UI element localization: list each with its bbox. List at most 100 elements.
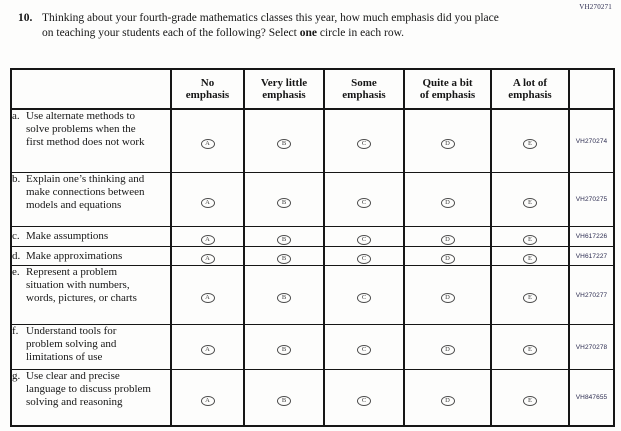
option-circle-d[interactable]: D [440,234,455,245]
option-circle-a[interactable]: A [200,395,215,406]
option-cell: A [170,265,245,325]
option-circle-b[interactable]: B [277,345,291,355]
option-circle-a[interactable]: A [200,293,215,303]
row-code: VH270275 [568,172,615,227]
option-circle-d[interactable]: D [440,254,455,264]
option-cell: D [403,172,492,227]
option-circle-c[interactable]: C [357,254,371,264]
survey-code: VH270271 [579,3,612,11]
option-circle-c[interactable]: C [357,234,371,245]
table-row-c: c. Make assumptions A B C D E VH617226 [10,226,615,247]
option-circle-b[interactable]: B [277,197,291,208]
row-letter: c. [12,230,20,242]
option-circle-c[interactable]: C [357,197,371,208]
row-label-d: d. Make approximations [10,246,172,266]
option-cell: D [403,369,492,427]
option-cell: D [403,324,492,370]
option-circle-c[interactable]: C [357,293,371,303]
option-circle-b[interactable]: B [277,254,291,264]
header-quite-a-bit-emphasis: Quite a bit of emphasis [403,68,492,110]
option-circle-a[interactable]: A [200,234,215,245]
option-cell: C [323,324,405,370]
question-text-part2: circle in each row. [316,27,405,39]
option-cell: C [323,172,405,227]
header-empty-code [568,68,615,110]
header-a-lot-emphasis: A lot of emphasis [490,68,570,110]
row-letter: b. [12,173,21,185]
option-circle-e[interactable]: E [523,139,537,149]
row-code: VH617226 [568,226,615,247]
option-cell: B [243,324,325,370]
header-line: of emphasis [419,89,476,101]
row-letter: a. [12,110,20,122]
option-cell: B [243,172,325,227]
option-cell: A [170,369,245,427]
option-circle-a[interactable]: A [200,254,215,264]
option-cell: E [490,324,570,370]
option-circle-e[interactable]: E [523,234,537,245]
option-circle-c[interactable]: C [357,395,371,406]
row-letter: f. [12,325,19,337]
row-code: VH847655 [568,369,615,427]
option-circle-a[interactable]: A [200,345,215,355]
option-cell: B [243,226,325,247]
row-label-c: c. Make assumptions [10,226,172,247]
table-header-row: No emphasis Very little emphasis Some empha… [10,68,615,110]
option-cell: A [170,324,245,370]
header-empty-label [10,68,172,110]
option-circle-c[interactable]: C [357,345,371,355]
option-cell: D [403,108,492,173]
option-circle-e[interactable]: E [523,345,537,355]
table-row-f: f. Understand tools for problem solving a… [10,324,615,370]
table-row-a: a. Use alternate methods to solve problem… [10,108,615,173]
header-line: Quite a bit [422,76,473,89]
table-row-d: d. Make approximations A B C D E VH617227 [10,246,615,266]
row-text: Understand tools for problem solving and… [26,325,117,363]
row-label-a: a. Use alternate methods to solve problem… [10,108,172,173]
option-circle-b[interactable]: B [277,395,291,406]
header-some-emphasis: Some emphasis [323,68,405,110]
option-cell: A [170,226,245,247]
option-circle-b[interactable]: B [277,139,291,149]
header-line: emphasis [262,89,306,101]
row-label-f: f. Understand tools for problem solving a… [10,324,172,370]
option-circle-e[interactable]: E [523,395,537,406]
option-circle-e[interactable]: E [523,254,537,264]
option-circle-a[interactable]: A [200,197,215,208]
option-circle-d[interactable]: D [440,197,455,208]
option-cell: E [490,226,570,247]
option-cell: C [323,265,405,325]
row-text: Use clear and precise language to discus… [26,370,151,408]
option-cell: C [323,108,405,173]
option-cell: A [170,172,245,227]
option-circle-b[interactable]: B [277,234,291,245]
question-text-part1: Thinking about your fourth-grade mathema… [42,12,499,39]
option-cell: C [323,226,405,247]
option-circle-d[interactable]: D [440,345,455,355]
row-letter: d. [12,249,21,262]
row-letter: g. [12,370,21,382]
row-code: VH270277 [568,265,615,325]
option-cell: A [170,246,245,266]
table-row-e: e. Represent a problem situation with num… [10,265,615,325]
row-text: Make assumptions [26,230,109,242]
header-very-little-emphasis: Very little emphasis [243,68,325,110]
header-line: Very little [260,76,308,89]
option-cell: E [490,246,570,266]
header-line: emphasis [508,89,552,101]
option-cell: E [490,265,570,325]
option-cell: C [323,246,405,266]
option-circle-c[interactable]: C [357,139,371,149]
question-text: Thinking about your fourth-grade mathema… [42,11,504,41]
option-cell: B [243,246,325,266]
option-circle-a[interactable]: A [200,139,215,149]
row-code: VH617227 [568,246,615,266]
option-circle-d[interactable]: D [440,139,455,149]
row-text: Use alternate methods to solve problems … [26,110,145,148]
option-circle-d[interactable]: D [440,395,455,406]
option-circle-d[interactable]: D [440,293,455,303]
option-circle-b[interactable]: B [277,293,291,303]
option-circle-e[interactable]: E [523,293,537,303]
option-circle-e[interactable]: E [523,197,537,208]
header-line: emphasis [185,89,230,101]
